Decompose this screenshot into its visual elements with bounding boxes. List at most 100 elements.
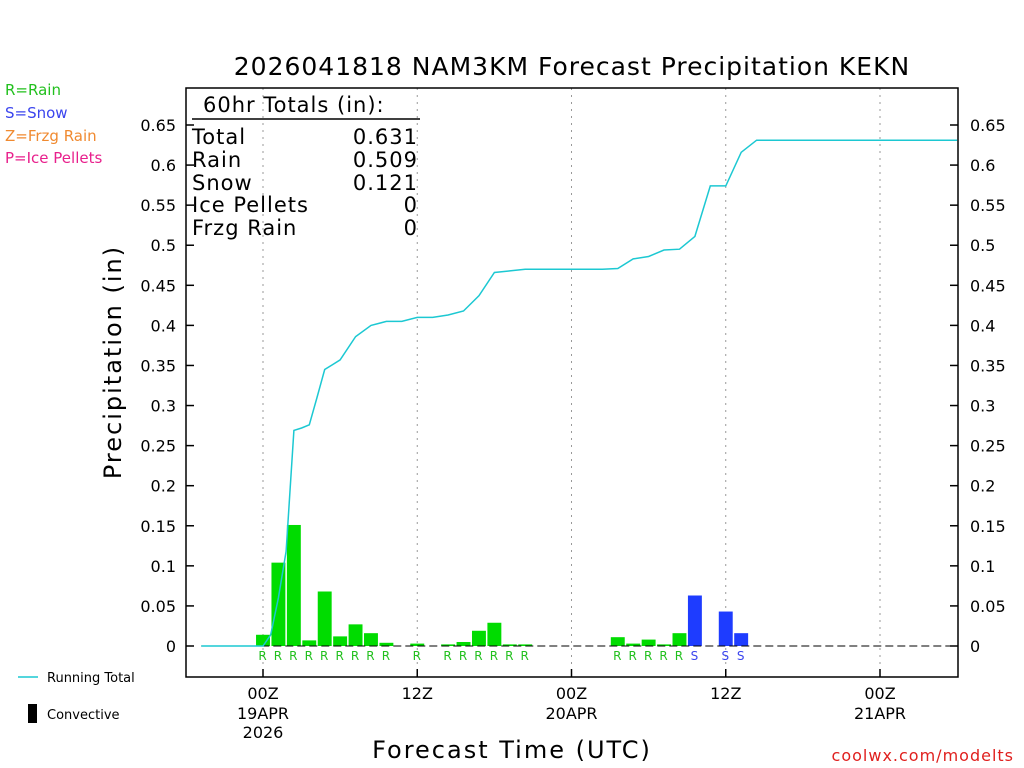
precip-type-label: R <box>474 649 483 663</box>
x-tick-label: 12Z <box>710 684 741 703</box>
legend-rain: R=Rain <box>5 81 61 99</box>
y-tick-label-left: 0 <box>166 637 176 656</box>
precip-bar <box>471 630 486 646</box>
totals-heading: 60hr Totals (in): <box>203 93 385 117</box>
totals-ice-pellets-value: 0 <box>404 193 418 217</box>
y-axis-ticks: 0 00.05 0.050.1 0.10.15 0.150.2 0.20.25 0.250.… <box>140 116 1005 656</box>
x-tick-label: 00Z <box>247 684 278 703</box>
x-axis-label: Forecast Time (UTC) <box>372 736 652 764</box>
precip-type-label: R <box>351 649 360 663</box>
series-legend: Running Total Convective <box>18 671 135 723</box>
totals-rain-value: 0.509 <box>353 148 418 172</box>
y-tick-label-left: 0.1 <box>151 557 176 576</box>
precip-bar <box>502 644 517 646</box>
precip-bar <box>610 637 625 646</box>
precip-bar <box>641 639 656 646</box>
legend-freezing-rain: Z=Frzg Rain <box>5 127 97 145</box>
precip-type-label: R <box>459 649 468 663</box>
y-tick-label-right: 0.1 <box>970 557 995 576</box>
precip-bar <box>348 624 363 646</box>
precip-type-label: R <box>443 649 452 663</box>
totals-snow-value: 0.121 <box>353 171 418 195</box>
y-tick-label-right: 0.55 <box>970 196 1006 215</box>
totals-total-value: 0.631 <box>353 125 418 149</box>
running-total-legend-label: Running Total <box>47 671 135 686</box>
y-tick-label-right: 0.25 <box>970 437 1006 456</box>
y-tick-label-left: 0.65 <box>140 116 176 135</box>
precip-bar <box>672 633 687 646</box>
y-tick-label-right: 0.5 <box>970 236 995 255</box>
precip-type-label: R <box>258 649 267 663</box>
precip-type-legend: R=Rain S=Snow Z=Frzg Rain P=Ice Pellets <box>5 81 102 167</box>
precip-type-label: R <box>289 649 298 663</box>
y-tick-label-right: 0.45 <box>970 276 1006 295</box>
precip-type-label: R <box>505 649 514 663</box>
precip-bar <box>317 591 332 646</box>
y-tick-label-left: 0.15 <box>140 517 176 536</box>
x-tick-label: 00Z <box>556 684 587 703</box>
precip-bar <box>271 562 286 646</box>
totals-box: 60hr Totals (in): Total 0.631 Rain 0.509… <box>191 93 420 240</box>
precip-bar <box>734 633 749 646</box>
precip-type-label: S <box>737 649 746 663</box>
x-tick-sublabel: 2026 <box>243 723 284 742</box>
precip-bar <box>518 644 533 646</box>
y-tick-label-left: 0.25 <box>140 437 176 456</box>
legend-ice-pellets: P=Ice Pellets <box>5 149 102 167</box>
totals-rain-label: Rain <box>192 148 242 172</box>
legend-snow: S=Snow <box>5 104 68 122</box>
y-tick-label-left: 0.5 <box>151 236 176 255</box>
x-tick-sublabel: 20APR <box>545 704 597 723</box>
y-tick-label-left: 0.05 <box>140 597 176 616</box>
precip-type-label: R <box>659 649 668 663</box>
y-tick-label-left: 0.6 <box>151 156 176 175</box>
precip-bar <box>626 643 641 646</box>
precip-type-label: R <box>335 649 344 663</box>
y-tick-label-left: 0.2 <box>151 477 176 496</box>
convective-swatch <box>28 704 37 723</box>
y-tick-label-right: 0.6 <box>970 156 995 175</box>
precip-type-label: R <box>644 649 653 663</box>
precip-type-label: R <box>521 649 530 663</box>
chart-title: 2026041818 NAM3KM Forecast Precipitation… <box>234 52 910 81</box>
x-tick-sublabel: 19APR <box>237 704 289 723</box>
y-tick-label-left: 0.45 <box>140 276 176 295</box>
precip-type-label: R <box>320 649 329 663</box>
precip-bar <box>657 644 672 646</box>
precip-bar <box>441 644 456 646</box>
x-tick-label: 00Z <box>864 684 895 703</box>
running-total-line <box>201 139 958 647</box>
precip-type-label: R <box>382 649 391 663</box>
precip-type-label: R <box>413 649 422 663</box>
precip-bars <box>256 524 749 646</box>
y-tick-label-right: 0.15 <box>970 517 1006 536</box>
precip-bar <box>687 595 702 646</box>
y-tick-label-left: 0.35 <box>140 356 176 375</box>
precip-type-label: R <box>613 649 622 663</box>
precip-type-label: R <box>305 649 314 663</box>
precip-type-label: R <box>629 649 638 663</box>
totals-snow-label: Snow <box>192 171 253 195</box>
x-tick-sublabel: 21APR <box>854 704 906 723</box>
y-tick-label-right: 0.35 <box>970 356 1006 375</box>
precip-bar <box>302 640 317 646</box>
precip-bar <box>456 641 471 646</box>
y-tick-label-right: 0.65 <box>970 116 1006 135</box>
precip-bar <box>256 634 270 646</box>
y-tick-label-left: 0.55 <box>140 196 176 215</box>
x-tick-label: 12Z <box>402 684 433 703</box>
precip-type-label: R <box>675 649 684 663</box>
totals-ice-pellets-label: Ice Pellets <box>192 193 309 217</box>
precip-bar <box>410 643 425 646</box>
y-tick-label-right: 0.3 <box>970 397 995 416</box>
y-axis-label: Precipitation (in) <box>99 245 127 479</box>
precip-bar <box>379 642 394 646</box>
credit-text: coolwx.com/modelts <box>832 746 1014 765</box>
y-tick-label-left: 0.4 <box>151 316 176 335</box>
totals-frzg-rain-value: 0 <box>404 216 418 240</box>
precip-bar <box>364 633 378 646</box>
totals-frzg-rain-label: Frzg Rain <box>192 216 297 240</box>
precip-bar <box>333 636 348 646</box>
